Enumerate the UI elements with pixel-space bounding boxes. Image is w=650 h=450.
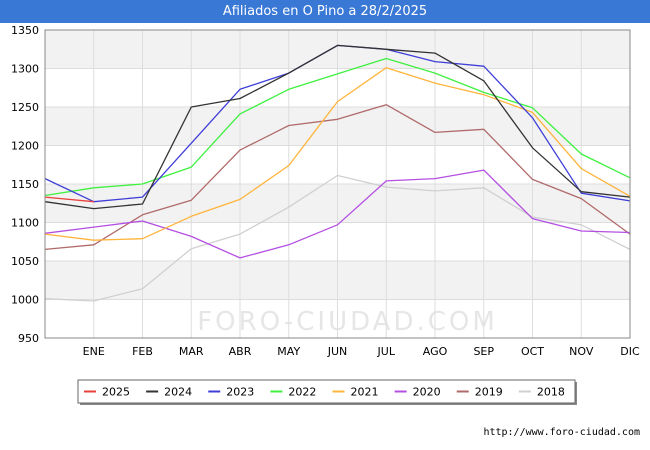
series-line-2019	[44, 104, 631, 251]
x-tick-label: ENE	[83, 345, 105, 358]
series-line-2025	[44, 196, 94, 203]
legend-label-2020: 2020	[413, 386, 441, 399]
series-line-2021	[44, 67, 631, 241]
x-tick-label: ABR	[229, 345, 252, 358]
y-tick-label: 1300	[11, 63, 39, 76]
y-tick-label: 1050	[11, 255, 39, 268]
series-line-2020	[44, 169, 631, 259]
series-line-2018	[44, 174, 631, 302]
y-tick-label: 1200	[11, 140, 39, 153]
legend-label-2019: 2019	[475, 386, 503, 399]
legend-label-2025: 2025	[102, 386, 130, 399]
legend-label-2021: 2021	[351, 386, 379, 399]
x-tick-label: DIC	[620, 345, 640, 358]
y-tick-label: 1250	[11, 101, 39, 114]
x-tick-label: OCT	[521, 345, 544, 358]
chart-title: Afiliados en O Pino a 28/2/2025	[0, 0, 650, 23]
legend-label-2018: 2018	[537, 386, 565, 399]
x-tick-label: NOV	[569, 345, 594, 358]
series-line-2024	[44, 44, 631, 210]
x-tick-label: JUN	[327, 345, 348, 358]
y-tick-label: 1150	[11, 178, 39, 191]
x-tick-label: SEP	[473, 345, 494, 358]
x-axis-ticks: ENE FEB MAR ABR MAY JUN JUL AGO SEP OCT NOV DIC	[83, 345, 640, 358]
series-lines	[44, 44, 631, 302]
y-tick-label: 950	[18, 332, 39, 345]
x-tick-label: FEB	[132, 345, 153, 358]
x-tick-label: MAR	[179, 345, 204, 358]
y-tick-label: 1000	[11, 294, 39, 307]
footer-url: http://www.foro-ciudad.com	[483, 427, 640, 438]
y-tick-label: 1100	[11, 217, 39, 230]
x-tick-label: MAY	[277, 345, 300, 358]
legend-box	[77, 379, 576, 404]
plot-frame	[44, 29, 631, 339]
series-line-2022	[44, 57, 631, 197]
legend-label-2024: 2024	[164, 386, 192, 399]
y-axis-ticks: 950 1000 1050 1100 1150 1200 1250 1300 1350	[11, 24, 39, 345]
x-tick-label: JUL	[377, 345, 396, 358]
y-tick-label: 1350	[11, 24, 39, 37]
watermark: FORO-CIUDAD.COM	[197, 307, 498, 337]
legend-label-2023: 2023	[226, 386, 254, 399]
x-tick-label: AGO	[423, 345, 448, 358]
legend-label-2022: 2022	[288, 386, 316, 399]
legend: 2025 2024 2023 2022 2021 2020 2019 2018	[77, 379, 577, 405]
